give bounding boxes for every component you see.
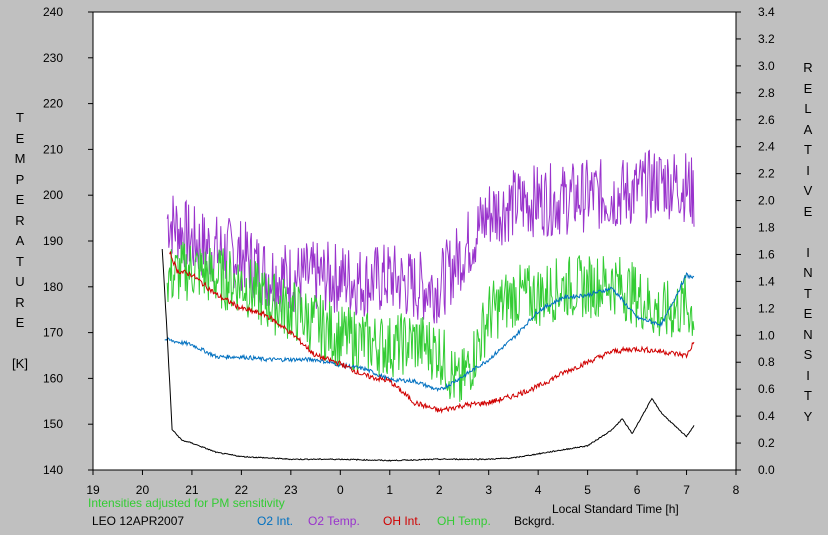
series-line-bckgrd	[161, 248, 695, 462]
x-tick-label: 23	[284, 483, 298, 497]
y-right-tick-label: 0.2	[758, 436, 775, 450]
y-axis-right-label: R E L A T I V E I N T E N S I T Y	[803, 60, 813, 424]
y-right-tick-label: 2.2	[758, 167, 775, 181]
x-tick-label: 4	[535, 483, 542, 497]
y-left-tick-label: 160	[43, 371, 63, 385]
series-line-o2-int	[164, 272, 695, 392]
y-left-tick-label: 140	[43, 463, 63, 477]
y-right-tick-label: 1.0	[758, 328, 775, 342]
legend-entry: O2 Int.	[257, 514, 294, 528]
x-axis-label: Local Standard Time [h]	[552, 502, 679, 516]
x-tick-label: 6	[634, 483, 641, 497]
legend-entry: OH Int.	[383, 514, 422, 528]
y-left-tick-label: 210	[43, 142, 63, 156]
y-right-tick-label: 1.2	[758, 301, 775, 315]
y-right-tick-label: 2.0	[758, 194, 775, 208]
y-left-tick-label: 190	[43, 234, 63, 248]
y-left-tick-label: 170	[43, 326, 63, 340]
x-tick-label: 19	[86, 483, 100, 497]
y-right-tick-label: 0.8	[758, 355, 775, 369]
y-left-tick-label: 150	[43, 417, 63, 431]
series-line-oh-int	[169, 251, 695, 414]
x-tick-label: 0	[337, 483, 344, 497]
series-line-oh-temp	[166, 241, 695, 402]
x-tick-label: 1	[386, 483, 393, 497]
y-right-tick-label: 0.6	[758, 382, 775, 396]
y-right-tick-label: 3.2	[758, 32, 775, 46]
series-line-o2-temp	[166, 149, 695, 324]
legend-entry: Bckgrd.	[514, 514, 555, 528]
y-right-tick-label: 2.8	[758, 86, 775, 100]
annotation-note: Intensities adjusted for PM sensitivity	[88, 496, 285, 510]
x-tick-label: 21	[185, 483, 199, 497]
y-left-tick-label: 240	[43, 5, 63, 19]
y-right-tick-label: 3.4	[758, 5, 775, 19]
y-right-tick-label: 2.6	[758, 113, 775, 127]
y-right-tick-label: 3.0	[758, 59, 775, 73]
x-tick-label: 5	[584, 483, 591, 497]
x-tick-label: 8	[733, 483, 740, 497]
y-right-tick-label: 0.0	[758, 463, 775, 477]
x-tick-label: 22	[235, 483, 249, 497]
y-right-tick-label: 1.8	[758, 221, 775, 235]
y-right-tick-label: 1.4	[758, 274, 775, 288]
legend-entry: OH Temp.	[437, 514, 491, 528]
y-left-tick-label: 200	[43, 188, 63, 202]
y-axis-left-label: T E M P E R A T U R E [K]	[12, 110, 28, 371]
y-right-tick-label: 2.4	[758, 140, 775, 154]
x-tick-label: 3	[485, 483, 492, 497]
x-tick-label: 7	[683, 483, 690, 497]
y-left-tick-label: 180	[43, 280, 63, 294]
legend-entry: O2 Temp.	[308, 514, 360, 528]
y-right-tick-label: 0.4	[758, 409, 775, 423]
y-right-tick-label: 1.6	[758, 247, 775, 261]
station-label: LEO 12APR2007	[92, 514, 185, 528]
y-left-tick-label: 230	[43, 51, 63, 65]
x-tick-label: 20	[136, 483, 150, 497]
y-left-tick-label: 220	[43, 97, 63, 111]
x-tick-label: 2	[436, 483, 443, 497]
